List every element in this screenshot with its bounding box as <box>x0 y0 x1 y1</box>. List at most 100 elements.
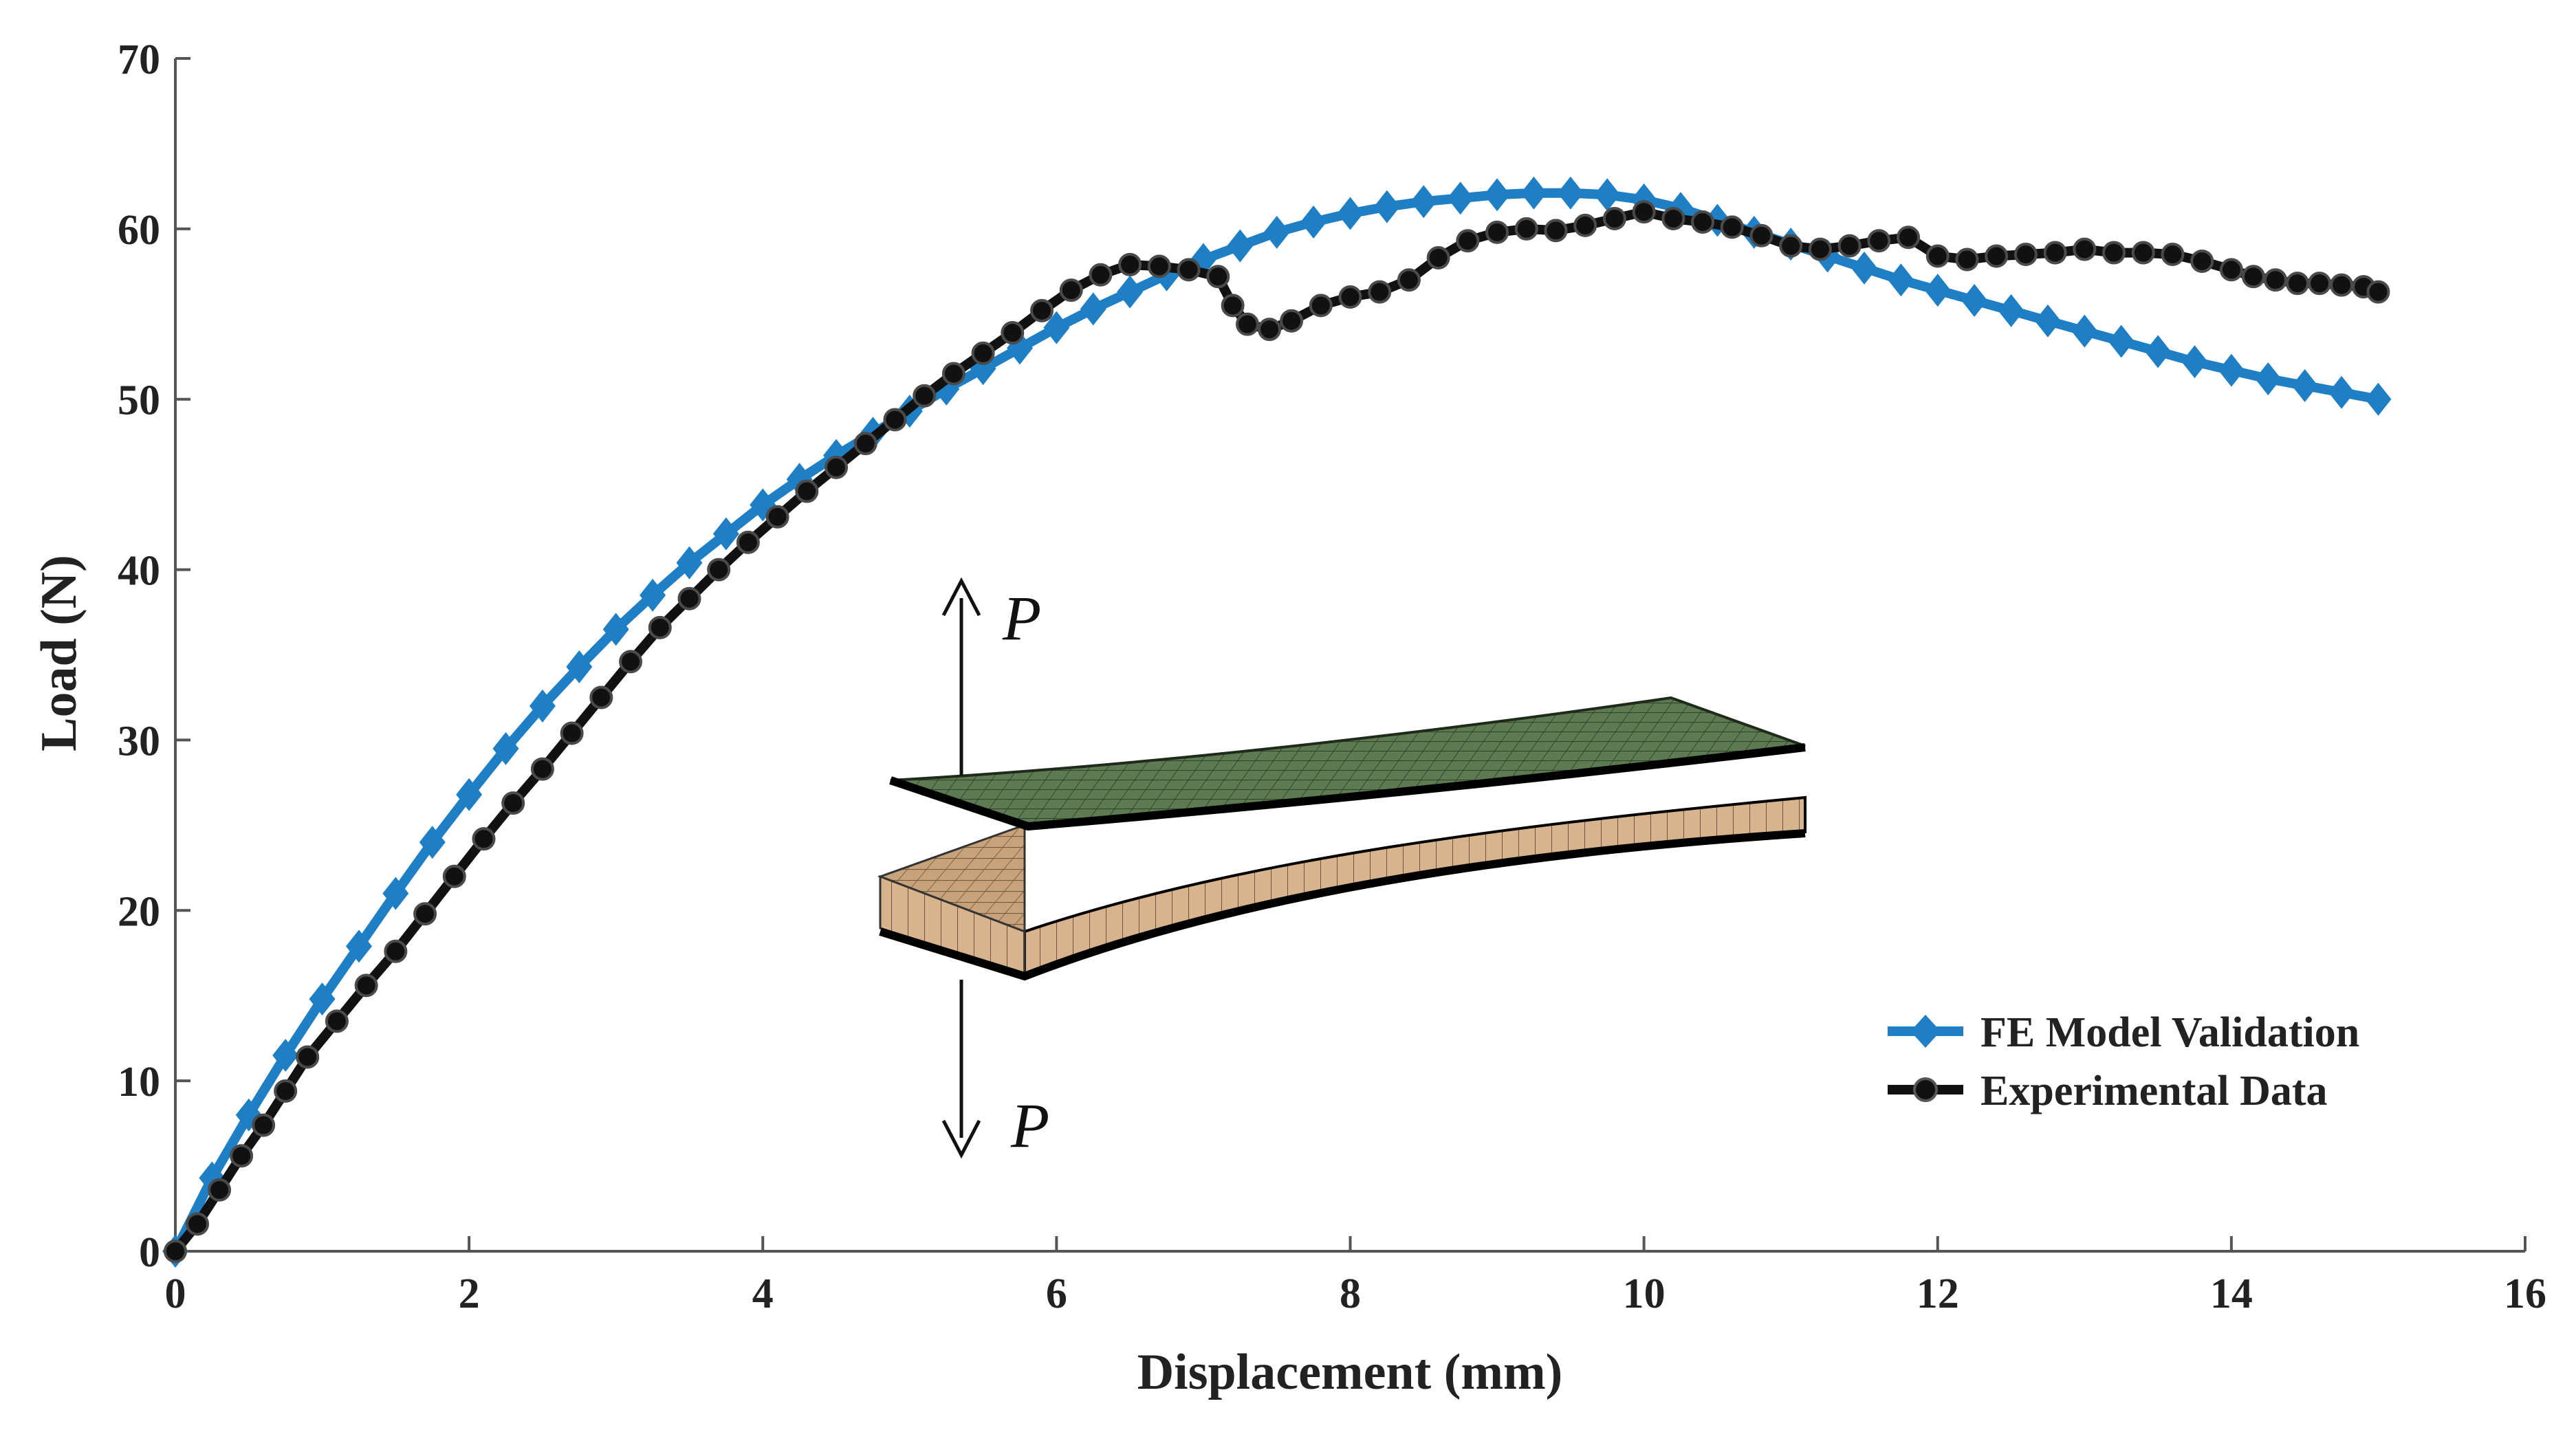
data-point <box>1634 201 1655 222</box>
legend-marker-fe-model <box>1910 1015 1941 1048</box>
data-point <box>1399 270 1419 290</box>
data-point <box>1179 259 1199 280</box>
data-point <box>165 1241 186 1262</box>
data-point <box>1898 227 1919 248</box>
data-point <box>1722 217 1743 237</box>
data-point <box>1340 287 1361 307</box>
data-point <box>2221 259 2242 280</box>
data-point <box>2108 324 2135 358</box>
data-point <box>1149 256 1170 276</box>
load-displacement-chart: 0 2 4 6 8 10 12 14 16 010203040506070 Displaceme… <box>0 0 2576 1430</box>
x-tick-label: 16 <box>2504 1270 2546 1317</box>
data-point <box>2035 305 2061 338</box>
data-point <box>2331 275 2352 296</box>
y-tick-label: 0 <box>139 1229 160 1276</box>
data-point <box>1237 314 1258 335</box>
y-tick-label: 70 <box>118 36 160 83</box>
data-point <box>1080 292 1106 325</box>
data-point <box>1998 294 2024 327</box>
data-point <box>2045 243 2066 263</box>
data-point <box>2162 244 2183 265</box>
y-tick-label: 10 <box>118 1059 160 1106</box>
data-point <box>2145 335 2171 368</box>
data-point <box>2368 282 2388 302</box>
legend: FE Model Validation Experimental Data <box>1888 1009 2359 1114</box>
data-point <box>1410 185 1437 218</box>
data-point <box>1374 190 1400 223</box>
data-point <box>356 975 377 996</box>
data-point <box>1117 276 1143 309</box>
legend-marker-experimental <box>1914 1079 1936 1101</box>
y-axis-title: Load (N) <box>31 555 87 751</box>
data-point <box>2365 383 2391 416</box>
data-point <box>2243 266 2264 287</box>
data-point <box>209 1180 230 1200</box>
data-point <box>1558 177 1584 210</box>
data-point <box>2309 273 2330 294</box>
data-point <box>1604 208 1625 229</box>
data-point <box>1032 300 1052 321</box>
data-point <box>1925 274 1951 307</box>
data-point <box>1338 197 1364 230</box>
data-point <box>503 793 523 813</box>
axes: 0 2 4 6 8 10 12 14 16 0 10 20 30 40 50 60 70 <box>118 36 2546 1317</box>
data-point <box>385 941 406 962</box>
data-point <box>231 1145 252 1166</box>
data-point <box>2181 345 2207 378</box>
data-point <box>767 507 788 527</box>
data-point <box>650 617 670 638</box>
data-point <box>884 409 905 430</box>
data-point <box>1840 236 1860 256</box>
specimen-inset: P P <box>880 581 1805 1160</box>
legend-label-fe-model: FE Model Validation <box>1980 1009 2359 1056</box>
data-point <box>679 588 699 609</box>
legend-item-experimental: Experimental Data <box>1888 1068 2328 1114</box>
data-point <box>327 1011 347 1031</box>
y-tick-label: 50 <box>118 377 160 424</box>
x-ticks: 0 2 4 6 8 10 12 14 16 <box>165 1236 2547 1317</box>
data-point <box>1264 216 1290 249</box>
data-point <box>1520 177 1547 210</box>
data-point <box>1484 178 1510 211</box>
data-point <box>943 364 964 384</box>
x-tick-label: 6 <box>1046 1270 1067 1317</box>
data-point <box>1986 246 2007 267</box>
data-point <box>1259 319 1280 340</box>
data-point <box>1090 265 1111 285</box>
data-point <box>1545 220 1566 241</box>
data-point <box>1487 222 1507 243</box>
x-axis-title: Displacement (mm) <box>1137 1344 1563 1400</box>
data-point <box>1516 219 1537 239</box>
data-point <box>1369 282 1390 302</box>
data-point <box>855 433 876 454</box>
data-point <box>826 457 847 478</box>
data-point <box>187 1213 208 1234</box>
data-point <box>1594 178 1620 211</box>
data-point <box>2255 362 2281 395</box>
data-point <box>1061 280 1082 300</box>
data-point <box>1448 182 1474 214</box>
x-tick-label: 4 <box>752 1270 774 1317</box>
data-point <box>1810 239 1831 260</box>
data-point <box>2192 251 2212 272</box>
data-point <box>1692 212 1713 232</box>
data-point <box>297 1046 318 1067</box>
data-point <box>2218 354 2245 387</box>
load-label-top: P <box>1002 583 1041 653</box>
data-point <box>2133 243 2154 263</box>
data-point <box>620 651 641 672</box>
x-tick-label: 0 <box>165 1270 186 1317</box>
y-tick-label: 40 <box>118 548 160 595</box>
data-point <box>1428 248 1449 268</box>
data-point <box>1227 230 1253 263</box>
data-point <box>1780 236 1801 256</box>
data-point <box>1281 311 1302 331</box>
legend-label-experimental: Experimental Data <box>1980 1068 2328 1114</box>
data-point <box>1457 230 1478 251</box>
data-point <box>1223 295 1243 316</box>
data-point <box>1851 252 1877 285</box>
data-point <box>415 903 435 924</box>
legend-item-fe-model: FE Model Validation <box>1888 1009 2359 1056</box>
data-point <box>914 386 935 406</box>
data-point <box>1751 226 1771 246</box>
